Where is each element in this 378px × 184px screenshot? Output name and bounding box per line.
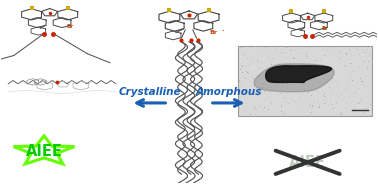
Text: AIEE: AIEE bbox=[289, 155, 326, 170]
Text: -: - bbox=[222, 28, 225, 33]
Text: Br: Br bbox=[322, 26, 329, 31]
Text: Br: Br bbox=[67, 24, 74, 29]
Bar bbox=[238, 46, 372, 116]
Polygon shape bbox=[266, 66, 332, 82]
Text: Amorphous: Amorphous bbox=[195, 87, 262, 97]
Text: Br: Br bbox=[210, 30, 218, 35]
Text: AIEE: AIEE bbox=[26, 144, 62, 159]
Text: Crystalline: Crystalline bbox=[118, 87, 181, 97]
Polygon shape bbox=[254, 64, 334, 92]
